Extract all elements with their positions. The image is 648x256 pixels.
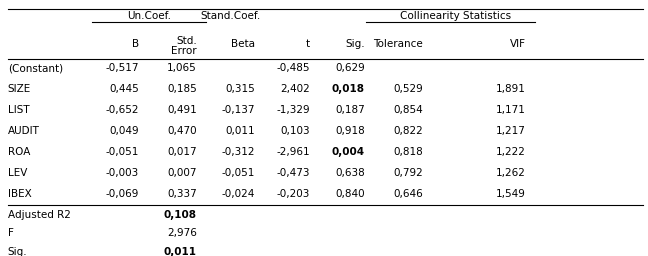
Text: -0,485: -0,485 [276, 63, 310, 73]
Text: 0,187: 0,187 [335, 105, 365, 115]
Text: 1,549: 1,549 [496, 189, 526, 199]
Text: -0,473: -0,473 [276, 168, 310, 178]
Text: 0,017: 0,017 [167, 147, 197, 157]
Text: 0,818: 0,818 [393, 147, 422, 157]
Text: -0,652: -0,652 [106, 105, 139, 115]
Text: -0,051: -0,051 [222, 168, 255, 178]
Text: Adjusted R2: Adjusted R2 [8, 210, 71, 220]
Text: 1,065: 1,065 [167, 63, 197, 73]
Text: -2,961: -2,961 [276, 147, 310, 157]
Text: -0,203: -0,203 [277, 189, 310, 199]
Text: 0,445: 0,445 [109, 84, 139, 94]
Text: 0,629: 0,629 [335, 63, 365, 73]
Text: 0,638: 0,638 [335, 168, 365, 178]
Text: 0,103: 0,103 [280, 126, 310, 136]
Text: 0,108: 0,108 [164, 210, 197, 220]
Text: -0,069: -0,069 [106, 189, 139, 199]
Text: 2,402: 2,402 [280, 84, 310, 94]
Text: -0,137: -0,137 [222, 105, 255, 115]
Text: 0,529: 0,529 [393, 84, 422, 94]
Text: 1,891: 1,891 [496, 84, 526, 94]
Text: Tolerance: Tolerance [373, 39, 422, 49]
Text: 0,337: 0,337 [167, 189, 197, 199]
Text: 1,217: 1,217 [496, 126, 526, 136]
Text: 2,976: 2,976 [167, 228, 197, 238]
Text: Sig.: Sig. [8, 247, 27, 256]
Text: Collinearity Statistics: Collinearity Statistics [400, 11, 511, 21]
Text: 0,491: 0,491 [167, 105, 197, 115]
Text: Beta: Beta [231, 39, 255, 49]
Text: -0,051: -0,051 [106, 147, 139, 157]
Text: 0,049: 0,049 [110, 126, 139, 136]
Text: -1,329: -1,329 [276, 105, 310, 115]
Text: B: B [132, 39, 139, 49]
Text: 0,470: 0,470 [167, 126, 197, 136]
Text: Stand.Coef.: Stand.Coef. [200, 11, 260, 21]
Text: LEV: LEV [8, 168, 27, 178]
Text: AUDIT: AUDIT [8, 126, 40, 136]
Text: IBEX: IBEX [8, 189, 32, 199]
Text: LIST: LIST [8, 105, 29, 115]
Text: 0,822: 0,822 [393, 126, 422, 136]
Text: 1,262: 1,262 [496, 168, 526, 178]
Text: -0,517: -0,517 [106, 63, 139, 73]
Text: 0,840: 0,840 [335, 189, 365, 199]
Text: 0,018: 0,018 [332, 84, 365, 94]
Text: 0,315: 0,315 [226, 84, 255, 94]
Text: -0,312: -0,312 [222, 147, 255, 157]
Text: 0,011: 0,011 [226, 126, 255, 136]
Text: 1,171: 1,171 [496, 105, 526, 115]
Text: (Constant): (Constant) [8, 63, 63, 73]
Text: 0,792: 0,792 [393, 168, 422, 178]
Text: VIF: VIF [510, 39, 526, 49]
Text: 0,007: 0,007 [167, 168, 197, 178]
Text: 0,004: 0,004 [332, 147, 365, 157]
Text: t: t [306, 39, 310, 49]
Text: Std.: Std. [176, 36, 197, 46]
Text: 1,222: 1,222 [496, 147, 526, 157]
Text: Un.Coef.: Un.Coef. [127, 11, 171, 21]
Text: 0,918: 0,918 [335, 126, 365, 136]
Text: -0,024: -0,024 [222, 189, 255, 199]
Text: 0,646: 0,646 [393, 189, 422, 199]
Text: 0,011: 0,011 [164, 247, 197, 256]
Text: ROA: ROA [8, 147, 30, 157]
Text: Error: Error [171, 46, 197, 56]
Text: 0,854: 0,854 [393, 105, 422, 115]
Text: SIZE: SIZE [8, 84, 31, 94]
Text: F: F [8, 228, 14, 238]
Text: Sig.: Sig. [345, 39, 365, 49]
Text: -0,003: -0,003 [106, 168, 139, 178]
Text: 0,185: 0,185 [167, 84, 197, 94]
